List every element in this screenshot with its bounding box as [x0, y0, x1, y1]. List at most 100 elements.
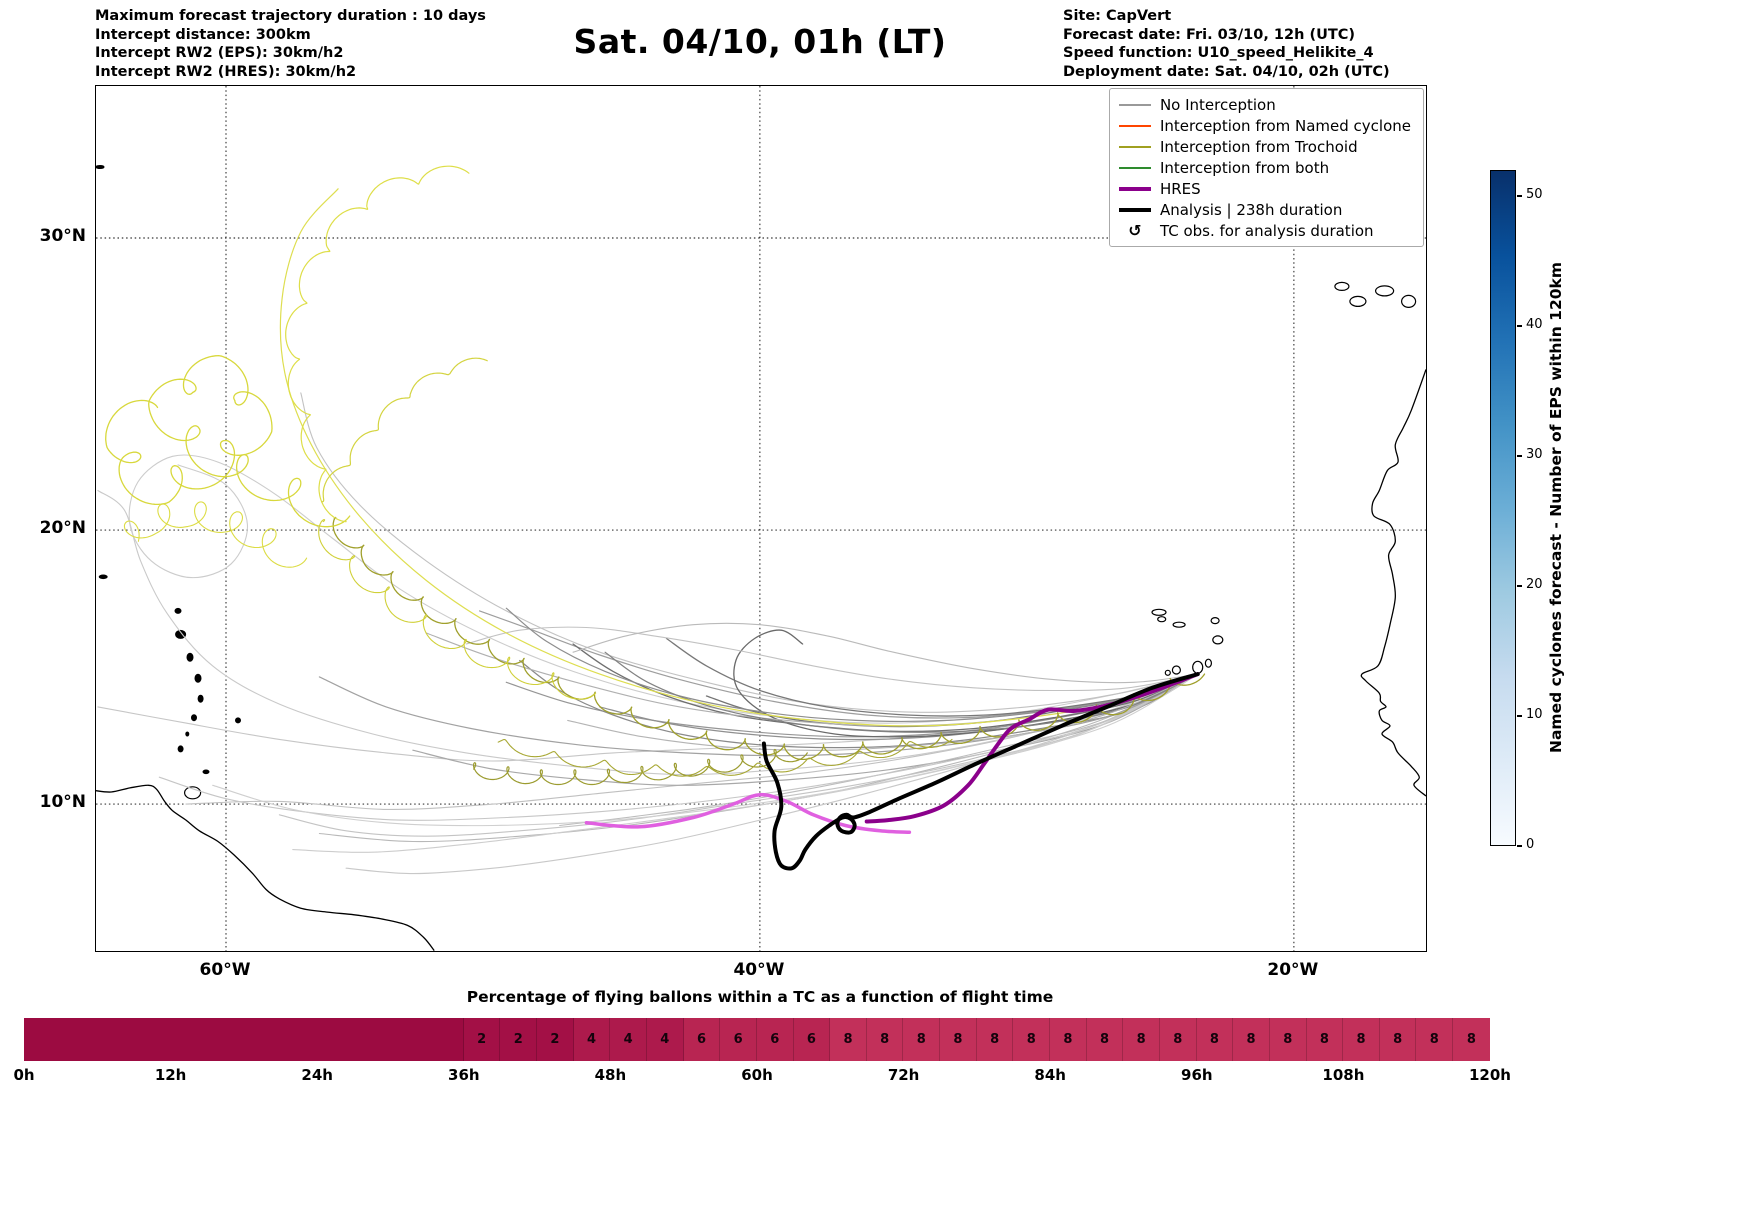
flight-bar-segment: 6	[683, 1018, 721, 1061]
flight-bar-segment: 8	[1233, 1018, 1270, 1061]
trajectory-ensemble	[733, 629, 1199, 738]
colorbar-tick-mark	[1517, 195, 1522, 197]
island	[96, 165, 105, 169]
island	[177, 745, 184, 753]
trajectory-ensemble	[572, 622, 1199, 684]
flight-time-tick-label: 72h	[887, 1066, 920, 1084]
flight-bar-segment: 8	[1306, 1018, 1344, 1061]
flight-bar-segment: 8	[940, 1018, 977, 1061]
island	[197, 694, 204, 703]
flight-bar-segment: 8	[1343, 1018, 1380, 1061]
x-axis-tick-label: 60°W	[199, 960, 251, 980]
island	[1157, 616, 1167, 623]
colorbar-tick-label: 50	[1526, 187, 1543, 202]
legend-label: No Interception	[1159, 95, 1276, 114]
flight-bar-segment: 8	[830, 1018, 867, 1061]
island	[1204, 658, 1213, 668]
trajectory-trochoid	[123, 501, 308, 568]
trajectory-ensemble	[300, 392, 1199, 713]
trajectory-ensemble	[567, 673, 1199, 751]
flight-bar-segment: 4	[647, 1018, 684, 1061]
legend-label: Analysis | 238h duration	[1159, 200, 1343, 219]
trajectory-trochoid	[105, 354, 351, 528]
legend-label: Interception from both	[1159, 158, 1330, 177]
magenta-track	[584, 792, 912, 834]
colorbar-tick-mark	[1517, 585, 1522, 587]
param-intercept-rw2-hres: Intercept RW2 (HRES): 30km/h2	[95, 63, 357, 80]
flight-bar-segment: 4	[573, 1018, 611, 1061]
trajectory-ensemble	[345, 673, 1199, 875]
flight-bar-segment	[24, 1018, 464, 1061]
island	[1164, 669, 1171, 676]
trajectory-ensemble	[128, 454, 1199, 724]
x-axis-tick-label: 20°W	[1267, 960, 1319, 980]
flight-bar-ticks: 0h 12h 24h 36h 48h 60h 72h 84h 96h 108h 120h	[13, 1066, 1511, 1090]
legend-label: Interception from Named cyclone	[1159, 116, 1411, 135]
forecast-date: Forecast date: Fri. 03/10, 12h (UTC)	[1063, 26, 1356, 43]
param-max-duration: Maximum forecast trajectory duration : 1…	[95, 8, 486, 24]
flight-time-tick-label: 0h	[13, 1066, 35, 1084]
flight-bar-segment: 8	[866, 1018, 904, 1061]
island	[174, 607, 182, 614]
island	[1171, 665, 1182, 675]
legend-entry: Interception from Trochoid	[1118, 137, 1411, 156]
legend-line-swatch	[1118, 145, 1151, 148]
legend-entry: Interception from both	[1118, 158, 1411, 177]
island	[1349, 295, 1367, 307]
flight-time-tick-label: 24h	[301, 1066, 333, 1084]
flight-bar-segment: 8	[1013, 1018, 1051, 1061]
flight-bar-segment: 8	[1379, 1018, 1417, 1061]
colorbar-label: Named cyclones forecast - Number of EPS …	[1547, 262, 1565, 754]
legend-entry: No Interception	[1118, 95, 1411, 114]
forecast-params: Maximum forecast trajectory duration : 1…	[95, 7, 486, 81]
trajectory-ensemble	[412, 673, 1199, 786]
colorbar-tick-label: 0	[1526, 837, 1535, 852]
legend-line-swatch	[1118, 103, 1151, 106]
speed-function: Speed function: U10_speed_Helikite_4	[1063, 45, 1374, 61]
legend-label: HRES	[1159, 179, 1201, 198]
flight-time-tick-label: 48h	[594, 1066, 627, 1084]
flight-time-tick-label: 84h	[1034, 1066, 1066, 1084]
param-intercept-distance: Intercept distance: 300km	[95, 26, 311, 43]
colorbar-tick-mark	[1517, 715, 1522, 717]
island	[1400, 294, 1417, 308]
legend-label: TC obs. for analysis duration	[1159, 221, 1374, 240]
flight-bar-segment: 8	[1269, 1018, 1307, 1061]
trajectory-ensemble	[279, 188, 1199, 727]
flight-time-tick-label: 36h	[448, 1066, 480, 1084]
island	[1192, 660, 1204, 674]
site-name: Site: CapVert	[1063, 8, 1172, 24]
flight-bar-segment: 8	[1123, 1018, 1160, 1061]
flight-bar-segment: 6	[793, 1018, 831, 1061]
legend-line-swatch	[1118, 124, 1151, 127]
flight-bar-segment: 2	[500, 1018, 538, 1061]
tc-obs-icon: ↺	[1128, 221, 1142, 240]
colorbar-tick-mark	[1517, 845, 1522, 847]
flight-bar-segment: 8	[903, 1018, 941, 1061]
flight-time-tick-label: 96h	[1181, 1066, 1213, 1084]
trajectory-ensemble	[212, 673, 1199, 827]
flight-bar-segment: 8	[976, 1018, 1014, 1061]
page-title: Sat. 04/10, 01h (LT)	[573, 22, 947, 61]
flight-time-tick-label: 120h	[1469, 1066, 1511, 1084]
island	[1334, 281, 1350, 291]
island	[191, 714, 197, 722]
legend-label: Interception from Trochoid	[1159, 137, 1358, 156]
legend-line-swatch	[1118, 207, 1151, 212]
trajectory-trochoid	[321, 357, 488, 503]
flight-bar-segment: 4	[610, 1018, 647, 1061]
legend-line-swatch	[1118, 186, 1151, 191]
map-legend: No Interception Interception from Named c…	[1108, 88, 1424, 247]
island	[194, 673, 202, 683]
trajectory-trochoid	[285, 165, 470, 523]
trajectory-ensemble	[505, 607, 1199, 723]
flight-bar-segment: 8	[1196, 1018, 1234, 1061]
island	[1374, 285, 1395, 297]
flight-time-tick-label: 60h	[741, 1066, 773, 1084]
deployment-date: Deployment date: Sat. 04/10, 02h (UTC)	[1063, 63, 1390, 80]
trajectory-trochoid	[332, 516, 1206, 761]
island	[1210, 616, 1220, 625]
island	[185, 731, 190, 737]
colorbar-tick-mark	[1517, 325, 1522, 327]
